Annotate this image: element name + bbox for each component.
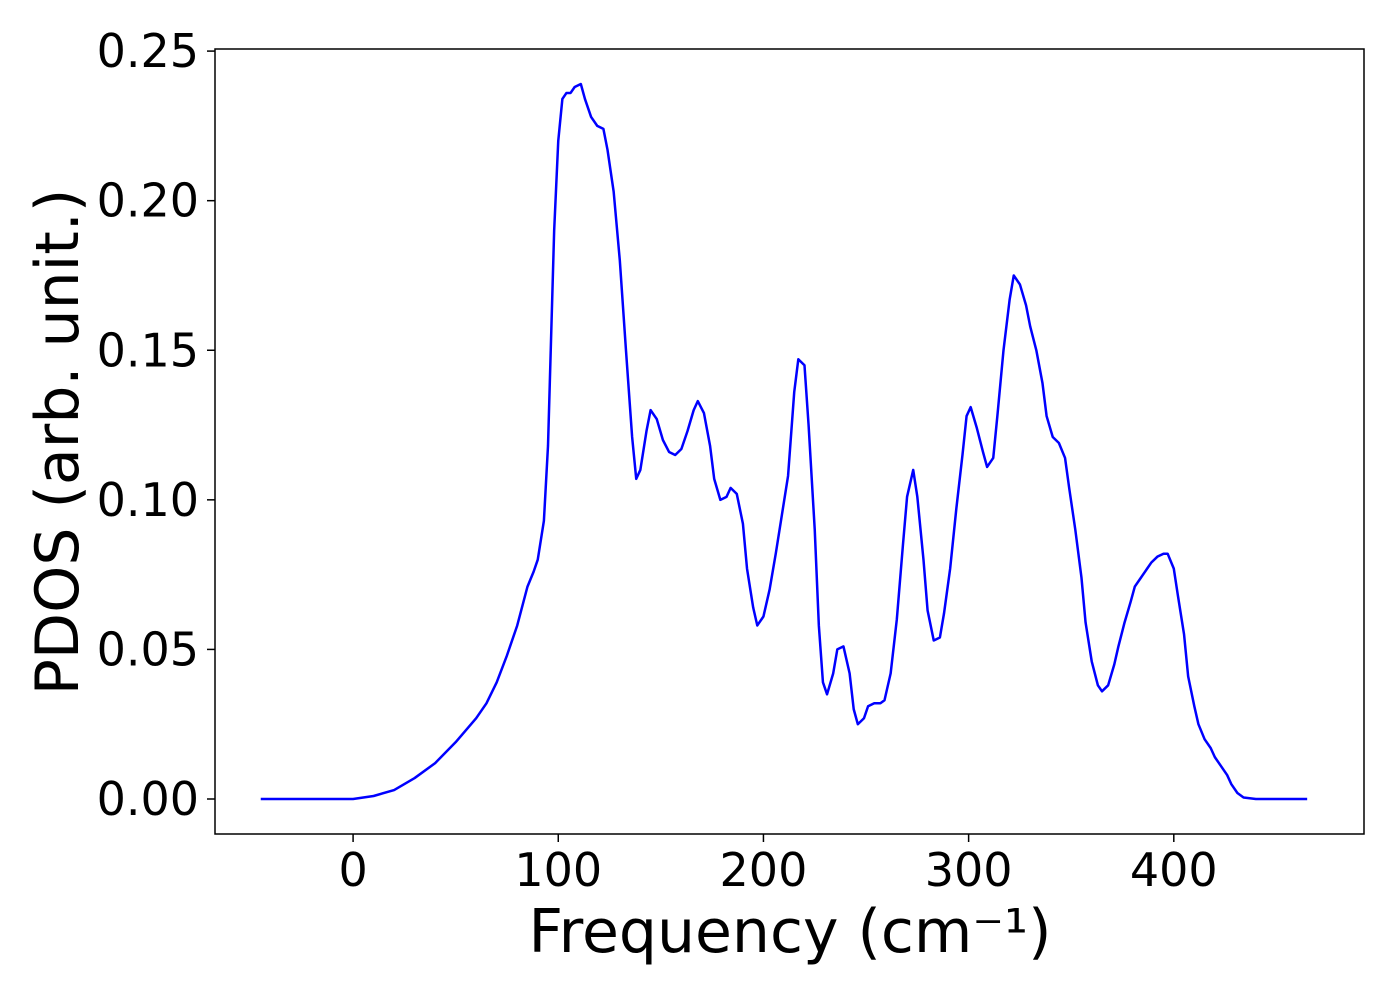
x-tick-label: 300 <box>925 843 1013 897</box>
x-tick-label: 100 <box>514 843 602 897</box>
x-tick-label: 0 <box>338 843 367 897</box>
y-tick-label: 0.15 <box>97 323 199 377</box>
x-tick-label: 400 <box>1130 843 1218 897</box>
x-axis-label: Frequency (cm⁻¹) <box>528 897 1051 967</box>
y-tick-label: 0.05 <box>97 622 199 676</box>
x-tick-label: 200 <box>720 843 808 897</box>
data-line <box>260 82 1308 801</box>
y-axis-label: PDOS (arb. unit.) <box>23 189 93 696</box>
y-tick-label: 0.25 <box>97 24 199 78</box>
plot-frame <box>214 48 1365 835</box>
y-tick-label: 0.00 <box>97 772 199 826</box>
y-tick-label: 0.20 <box>97 174 199 228</box>
y-tick-label: 0.10 <box>97 473 199 527</box>
